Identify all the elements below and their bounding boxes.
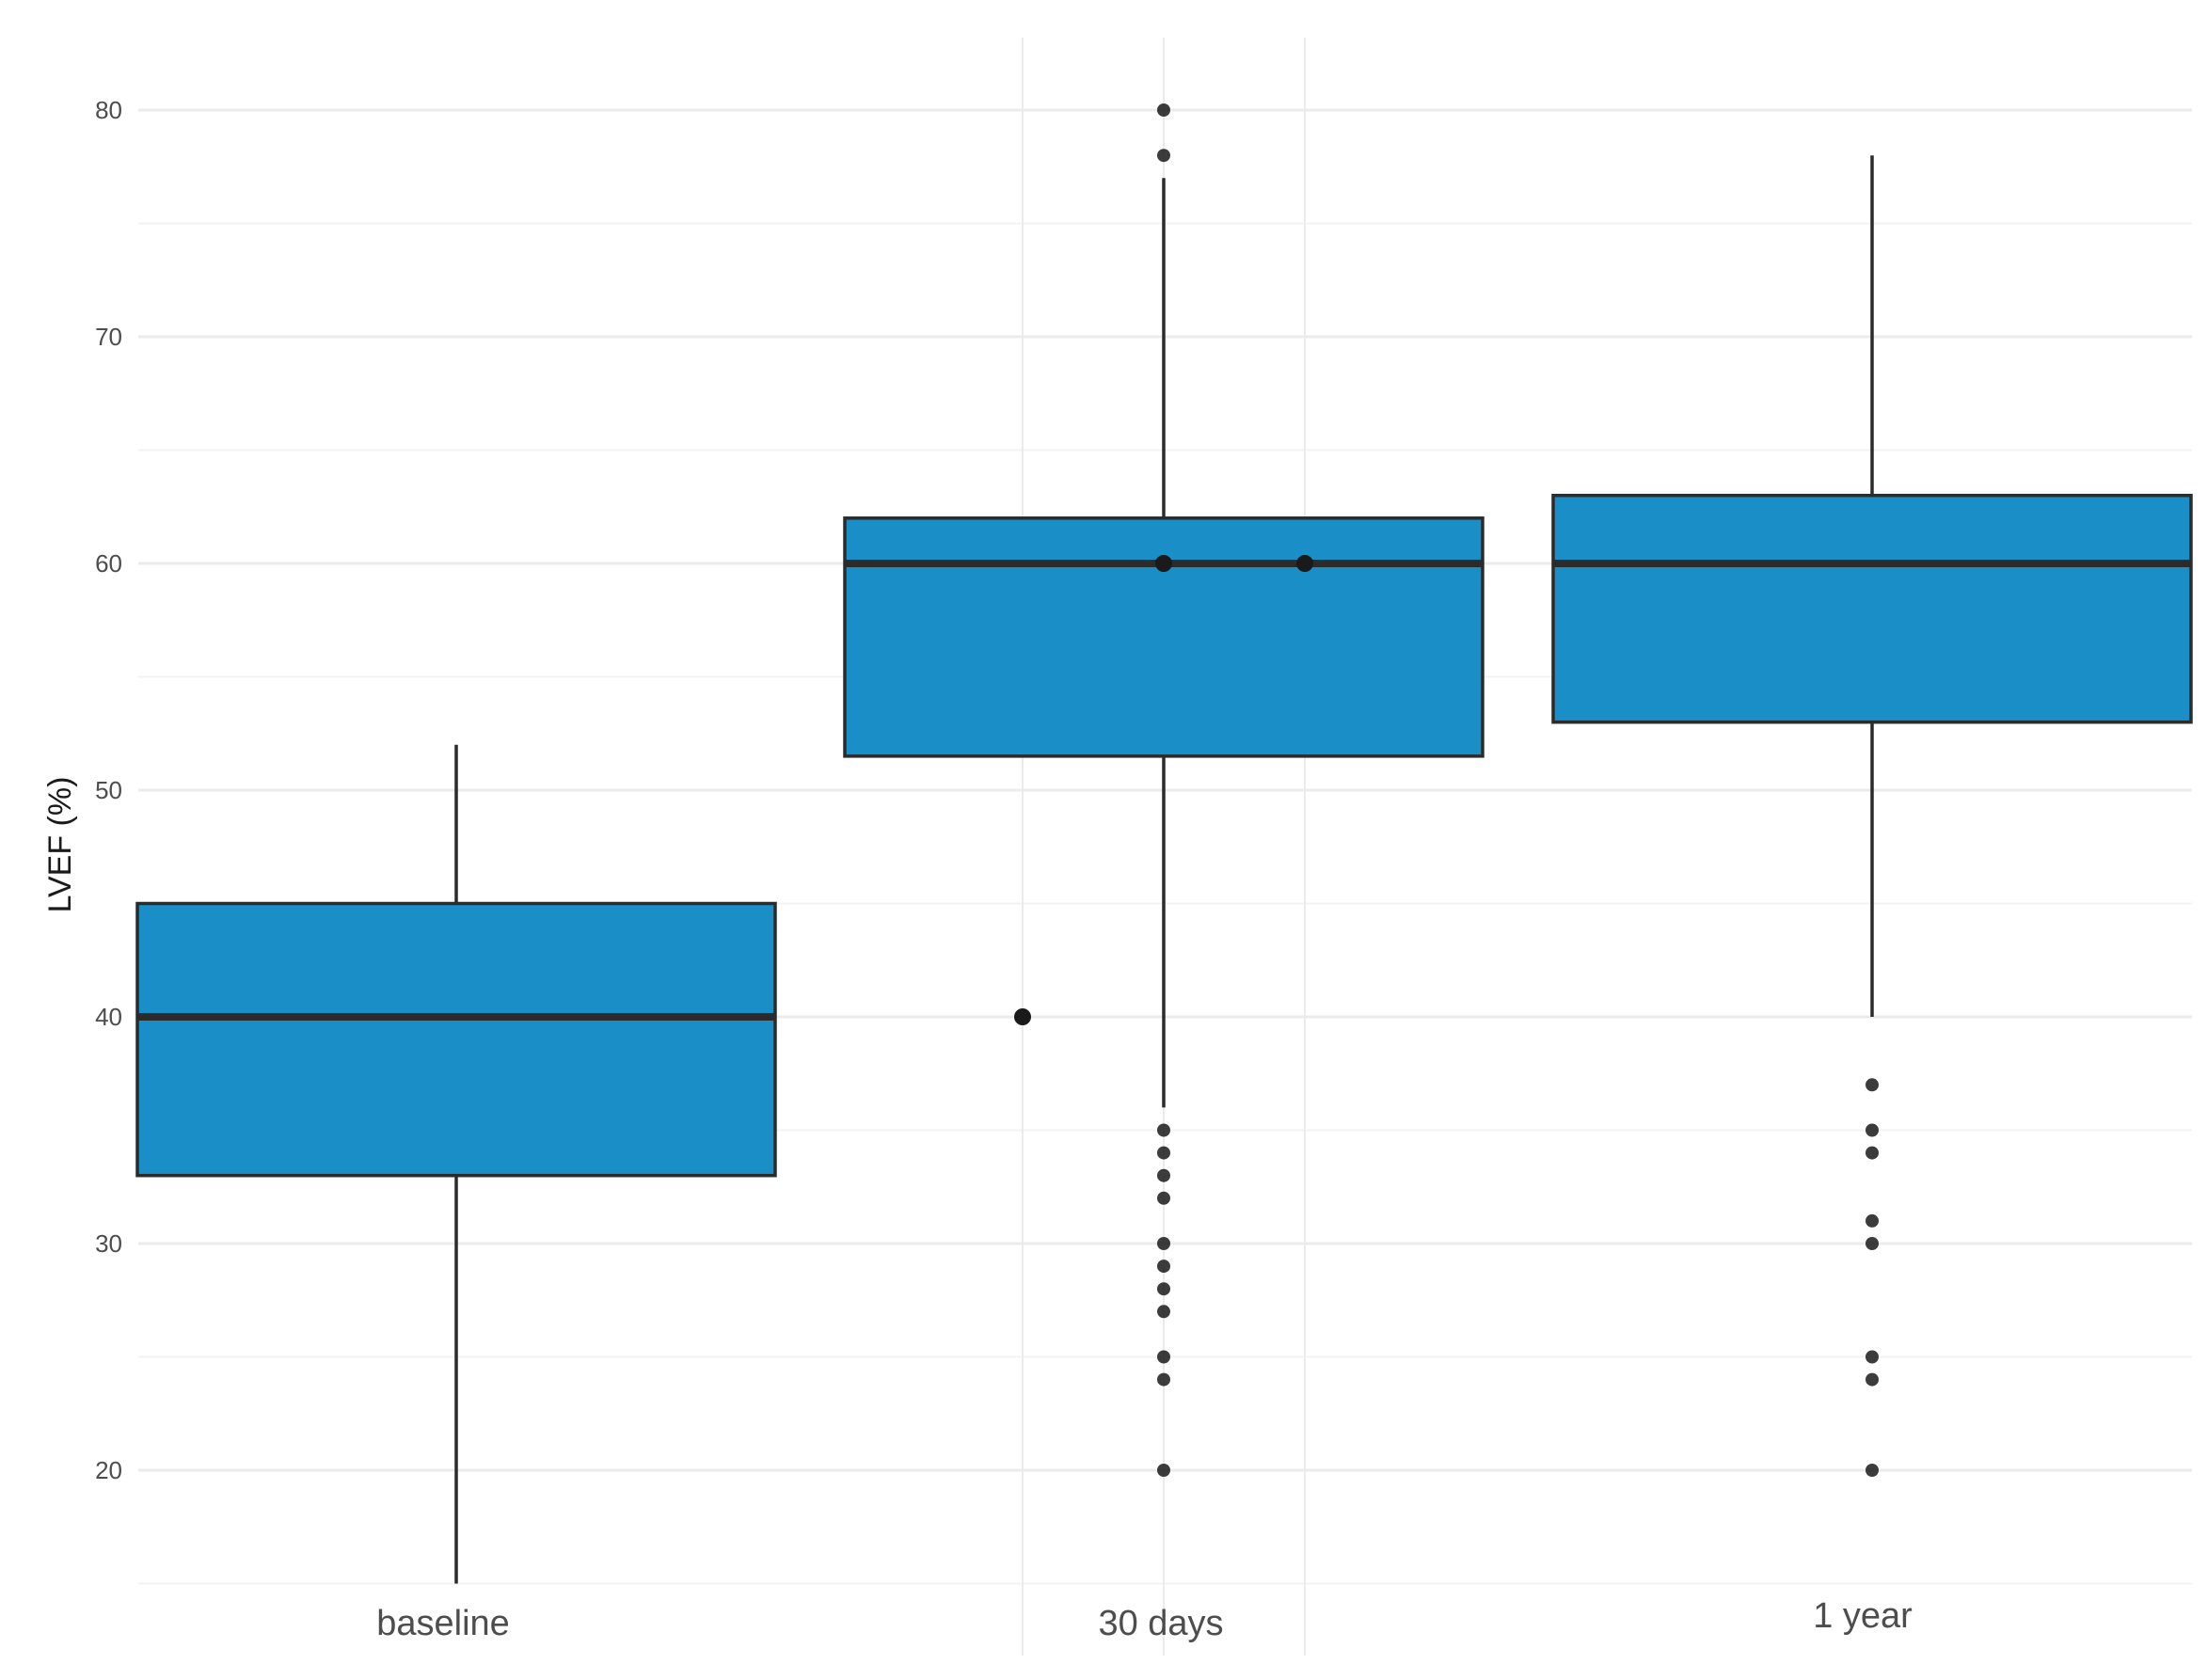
y-tick-label: 70 xyxy=(95,323,122,351)
y-axis-label: LVEF (%) xyxy=(42,777,78,913)
outlier-point xyxy=(1157,1191,1170,1205)
y-tick-label: 30 xyxy=(95,1229,122,1258)
outlier-point xyxy=(1866,1123,1879,1137)
outlier-point xyxy=(1157,1237,1170,1250)
data-point xyxy=(1014,1008,1031,1025)
outlier-points xyxy=(1014,103,1879,1477)
outlier-point xyxy=(1866,1213,1879,1228)
y-tick-label: 20 xyxy=(95,1456,122,1484)
outlier-point xyxy=(1157,1168,1170,1182)
outlier-point xyxy=(1866,1237,1879,1250)
x-axis-ticks: baseline 30 days 1 year xyxy=(376,1596,1913,1643)
outlier-point xyxy=(1157,1123,1170,1137)
y-tick-label: 50 xyxy=(95,776,122,804)
data-point xyxy=(1155,555,1172,572)
outlier-point xyxy=(1157,149,1170,163)
boxplots xyxy=(135,155,2193,1584)
outlier-point xyxy=(1157,1464,1170,1477)
x-tick-label: 1 year xyxy=(1813,1596,1913,1636)
outlier-point xyxy=(1157,1260,1170,1274)
box-1-year xyxy=(1551,493,2193,724)
x-tick-label: 30 days xyxy=(1098,1604,1223,1643)
outlier-point xyxy=(1157,1146,1170,1160)
outlier-point xyxy=(1866,1146,1879,1160)
box-30-days xyxy=(843,516,1485,758)
outlier-point xyxy=(1157,103,1170,117)
y-tick-label: 40 xyxy=(95,1003,122,1031)
y-tick-label: 60 xyxy=(95,549,122,578)
outlier-point xyxy=(1866,1078,1879,1092)
outlier-point xyxy=(1866,1350,1879,1364)
outlier-point xyxy=(1157,1372,1170,1387)
outlier-point xyxy=(1866,1464,1879,1477)
outlier-point xyxy=(1866,1372,1879,1387)
y-tick-label: 80 xyxy=(95,96,122,124)
data-point xyxy=(1296,555,1313,572)
x-tick-label: baseline xyxy=(376,1604,510,1643)
y-axis-ticks: 20 30 40 50 60 70 80 xyxy=(95,96,122,1484)
outlier-point xyxy=(1157,1305,1170,1319)
outlier-point xyxy=(1157,1350,1170,1364)
box-baseline xyxy=(135,901,777,1178)
outlier-point xyxy=(1157,1282,1170,1296)
